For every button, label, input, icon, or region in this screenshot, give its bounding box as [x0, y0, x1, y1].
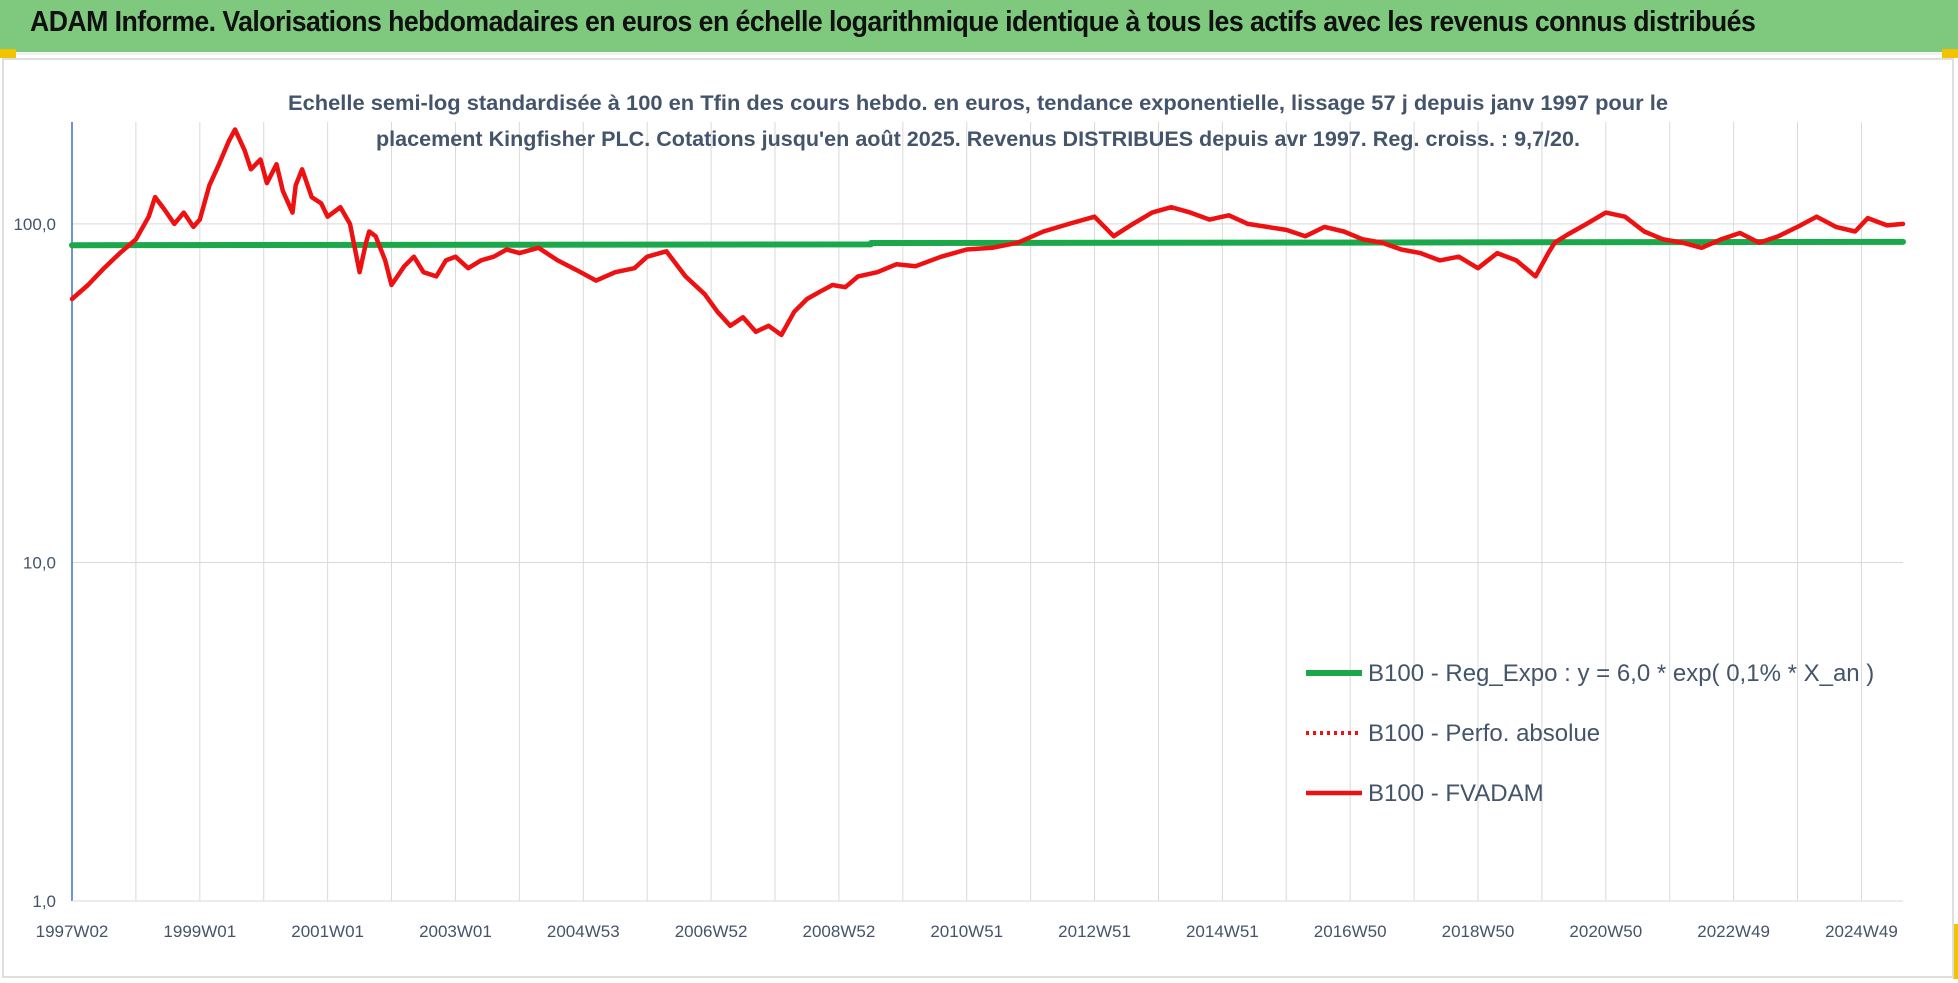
y-tick-label: 10,0: [23, 553, 56, 572]
chart-title-line-2: placement Kingfisher PLC. Cotations jusq…: [376, 128, 1580, 151]
x-tick-label: 2022W49: [1697, 922, 1770, 941]
y-tick-label: 100,0: [13, 215, 56, 234]
y-tick-label: 1,0: [32, 892, 56, 911]
x-tick-label: 2004W53: [547, 922, 620, 941]
x-tick-label: 2020W50: [1569, 922, 1642, 941]
x-tick-label: 1999W01: [163, 922, 236, 941]
series: [69, 127, 1906, 338]
x-tick-label: 2008W52: [803, 922, 876, 941]
x-tick-label: 2006W52: [675, 922, 748, 941]
x-tick-label: 2003W01: [419, 922, 492, 941]
x-tick-label: 2016W50: [1314, 922, 1387, 941]
legend: B100 - Reg_Expo : y = 6,0 * exp( 0,1% * …: [1306, 660, 1874, 807]
x-tick-label: 2014W51: [1186, 922, 1259, 941]
x-tick-label: 1997W02: [36, 922, 109, 941]
chart-title-line-1: Echelle semi-log standardisée à 100 en T…: [288, 92, 1668, 115]
series-line-solid-red: [69, 127, 1906, 338]
legend-label: B100 - Reg_Expo : y = 6,0 * exp( 0,1% * …: [1368, 660, 1874, 687]
x-tick-label: 2024W49: [1825, 922, 1898, 941]
x-tick-label: 2010W51: [930, 922, 1003, 941]
x-tick-label: 2012W51: [1058, 922, 1131, 941]
series-line-solid-green: [69, 238, 1906, 249]
grid: [71, 122, 1903, 902]
legend-label: B100 - FVADAM: [1368, 780, 1544, 807]
axes: 1,0 10,0 100,0 1997W02 1999W01 2001W01 2003W01…: [13, 122, 1903, 941]
x-tick-label: 2001W01: [291, 922, 364, 941]
corner-mark-top-right: [1942, 49, 1958, 58]
corner-mark-bottom-right: [1953, 924, 1958, 979]
page-title: ADAM Informe. Valorisations hebdomadaire…: [30, 6, 1756, 38]
x-tick-label: 2018W50: [1442, 922, 1515, 941]
header-bar: ADAM Informe. Valorisations hebdomadaire…: [0, 0, 1958, 55]
chart-frame: [2, 58, 1954, 978]
corner-mark-top-left: [0, 49, 16, 58]
legend-label: B100 - Perfo. absolue: [1368, 720, 1600, 747]
